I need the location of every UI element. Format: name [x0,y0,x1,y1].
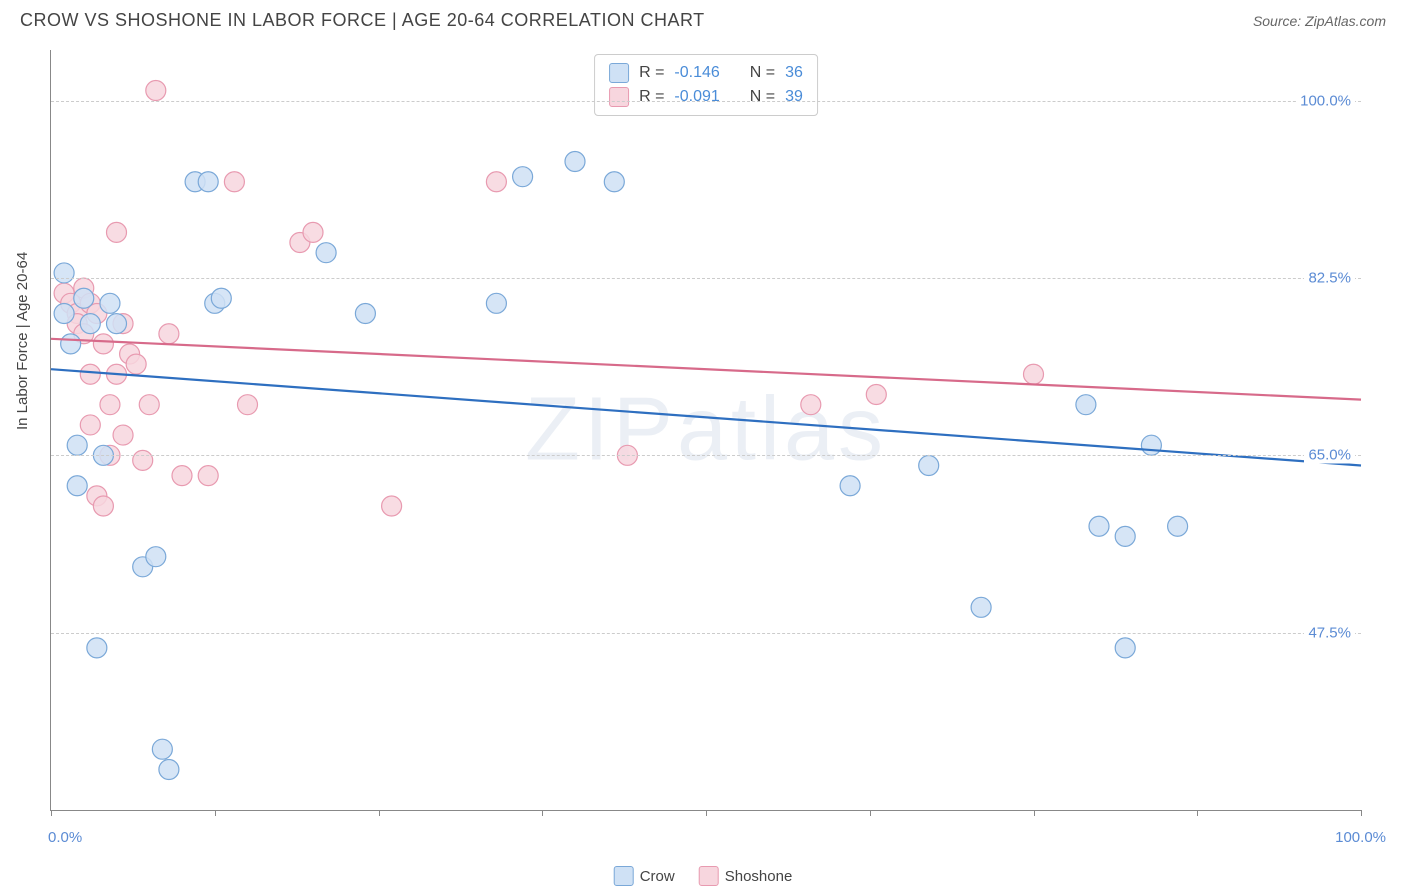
data-point [159,324,179,344]
legend-item: Crow [614,866,675,886]
legend-swatch [614,866,634,886]
data-point [146,547,166,567]
data-point [67,476,87,496]
data-point [513,167,533,187]
r-value: -0.146 [674,64,719,82]
data-point [67,435,87,455]
chart-title: CROW VS SHOSHONE IN LABOR FORCE | AGE 20… [20,10,705,31]
data-point [382,496,402,516]
data-point [801,395,821,415]
data-point [224,172,244,192]
data-point [113,425,133,445]
gridline [51,455,1361,456]
data-point [303,222,323,242]
legend-swatch [699,866,719,886]
data-point [866,385,886,405]
data-point [486,293,506,313]
correlation-stats-box: R = -0.146 N = 36 R = -0.091 N = 39 [594,54,818,116]
data-point [198,466,218,486]
data-point [80,415,100,435]
data-point [1076,395,1096,415]
regression-line [51,339,1361,400]
data-point [1024,364,1044,384]
data-point [54,303,74,323]
data-point [604,172,624,192]
data-point [80,314,100,334]
data-point [74,288,94,308]
data-point [172,466,192,486]
data-point [840,476,860,496]
series-legend: Crow Shoshone [614,866,793,886]
data-point [100,293,120,313]
series-swatch [609,87,629,107]
data-point [107,222,127,242]
legend-label: Crow [640,868,675,885]
x-tick [379,810,380,816]
data-point [1115,638,1135,658]
legend-item: Shoshone [699,866,793,886]
data-point [61,334,81,354]
stats-row: R = -0.091 N = 39 [609,85,803,109]
chart-header: CROW VS SHOSHONE IN LABOR FORCE | AGE 20… [0,0,1406,37]
data-point [1141,435,1161,455]
chart-plot-area: ZIPatlas R =-0.146N =36R =-0.091N =39 47… [50,50,1361,811]
y-tick-label: 47.5% [1304,624,1355,641]
data-point [355,303,375,323]
data-point [54,263,74,283]
gridline [51,633,1361,634]
legend-label: Shoshone [725,868,793,885]
data-point [139,395,159,415]
x-tick [542,810,543,816]
data-point [152,739,172,759]
n-label: N = [750,88,775,106]
data-point [146,81,166,101]
scatter-plot-svg [51,50,1361,810]
x-tick [51,810,52,816]
data-point [1089,516,1109,536]
data-point [198,172,218,192]
data-point [107,314,127,334]
r-label: R = [639,88,664,106]
data-point [126,354,146,374]
n-value: 39 [785,88,803,106]
x-tick [870,810,871,816]
y-axis-title: In Labor Force | Age 20-64 [14,252,31,430]
gridline [51,278,1361,279]
data-point [316,243,336,263]
y-tick-label: 100.0% [1296,92,1355,109]
data-point [211,288,231,308]
n-value: 36 [785,64,803,82]
data-point [919,455,939,475]
x-tick [215,810,216,816]
source-attribution: Source: ZipAtlas.com [1253,13,1386,29]
r-value: -0.091 [674,88,719,106]
r-label: R = [639,64,664,82]
data-point [565,151,585,171]
data-point [87,638,107,658]
data-point [238,395,258,415]
stats-row: R = -0.146 N = 36 [609,61,803,85]
data-point [133,450,153,470]
x-tick [1197,810,1198,816]
x-tick [706,810,707,816]
data-point [93,334,113,354]
x-tick [1361,810,1362,816]
data-point [159,759,179,779]
x-axis-max-label: 100.0% [1335,829,1386,846]
data-point [1168,516,1188,536]
n-label: N = [750,64,775,82]
data-point [1115,526,1135,546]
data-point [100,395,120,415]
data-point [80,364,100,384]
y-tick-label: 82.5% [1304,270,1355,287]
data-point [486,172,506,192]
regression-line [51,369,1361,465]
x-tick [1034,810,1035,816]
data-point [93,496,113,516]
x-axis-min-label: 0.0% [48,829,82,846]
y-tick-label: 65.0% [1304,447,1355,464]
series-swatch [609,63,629,83]
gridline [51,101,1361,102]
data-point [971,597,991,617]
